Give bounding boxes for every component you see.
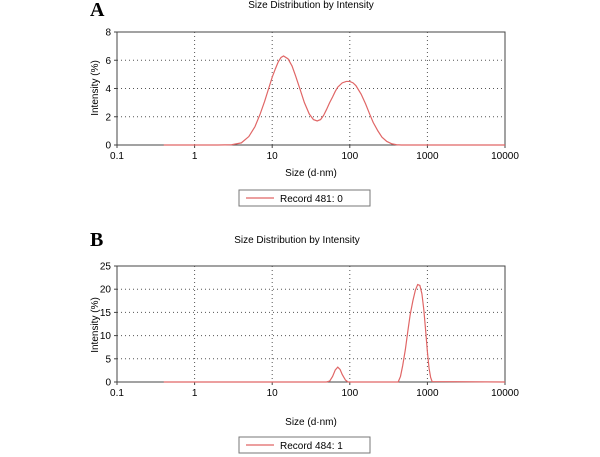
panel-b-y-tick-label: 15 (100, 308, 112, 319)
panel-a-letter: A (90, 0, 105, 21)
panel-b-y-axis-label: Intensity (%) (90, 297, 101, 353)
panel-a-y-tick-label: 6 (105, 56, 111, 67)
panel-a-x-tick-label: 1 (192, 151, 198, 162)
panel-b-x-tick-label: 10000 (491, 388, 519, 399)
panel-a-y-tick-label: 8 (105, 28, 111, 39)
panel-b-x-tick-label: 0.1 (110, 388, 124, 399)
panel-a-plot: 0.1 1 10 100 1000 10000 0 2 4 6 8 (105, 28, 519, 163)
panel-a-x-tick-label: 100 (341, 151, 358, 162)
panel-a-y-tick-label: 0 (105, 141, 111, 152)
panel-a-x-tick-label: 10 (267, 151, 279, 162)
panel-a-x-axis-label: Size (d·nm) (285, 168, 337, 179)
panel-b-series-line (163, 283, 506, 383)
panel-a-legend-label: Record 481: 0 (280, 194, 343, 205)
panel-b-title: Size Distribution by Intensity (234, 235, 360, 246)
panel-a: A Size Distribution by Intensity 0.1 1 10 1… (90, 0, 519, 207)
panel-b-y-tick-label: 10 (100, 331, 112, 342)
panel-b-plot: 0.1 1 10 100 1000 10000 0 5 10 15 20 25 (100, 262, 519, 400)
panel-a-y-tick-label: 2 (105, 112, 111, 123)
panel-a-plot-frame (116, 31, 506, 146)
panel-b-plot-frame (116, 265, 506, 383)
panel-b-letter: B (90, 229, 103, 251)
panel-b-x-tick-label: 1 (192, 388, 198, 399)
panel-b-x-tick-label: 10 (267, 388, 279, 399)
panel-b-legend: Record 484: 1 (238, 436, 371, 454)
panel-b-x-tick-label: 1000 (416, 388, 439, 399)
panel-b-x-axis-label: Size (d·nm) (285, 417, 337, 428)
panel-b-y-tick-label: 0 (105, 378, 111, 389)
panel-b-y-tick-label: 25 (100, 262, 112, 273)
panel-b-x-tick-label: 100 (341, 388, 358, 399)
panel-a-y-axis-label: Intensity (%) (90, 60, 101, 116)
panel-b: B Size Distribution by Intensity 0.1 1 10 1… (90, 229, 519, 454)
panel-a-legend-box (238, 189, 371, 207)
panel-b-y-tick-label: 5 (105, 354, 111, 365)
panel-a-y-tick-label: 4 (105, 84, 111, 95)
panel-a-x-tick-label: 10000 (491, 151, 519, 162)
panel-a-x-tick-label: 1000 (416, 151, 439, 162)
panel-b-legend-box (238, 436, 371, 454)
panel-b-y-tick-label: 20 (100, 285, 112, 296)
panel-a-x-tick-label: 0.1 (110, 151, 124, 162)
panel-b-legend-label: Record 484: 1 (280, 441, 343, 452)
panel-a-title: Size Distribution by Intensity (248, 0, 374, 11)
panel-a-series-line (163, 55, 505, 146)
panel-a-legend: Record 481: 0 (238, 189, 371, 207)
